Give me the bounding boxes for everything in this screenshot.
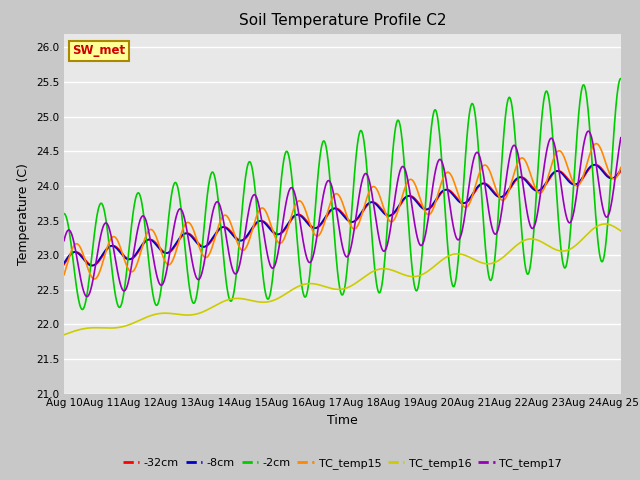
Text: SW_met: SW_met [72,44,125,58]
X-axis label: Time: Time [327,414,358,427]
Legend: -32cm, -8cm, -2cm, TC_temp15, TC_temp16, TC_temp17: -32cm, -8cm, -2cm, TC_temp15, TC_temp16,… [118,453,566,473]
Y-axis label: Temperature (C): Temperature (C) [17,163,30,264]
Title: Soil Temperature Profile C2: Soil Temperature Profile C2 [239,13,446,28]
